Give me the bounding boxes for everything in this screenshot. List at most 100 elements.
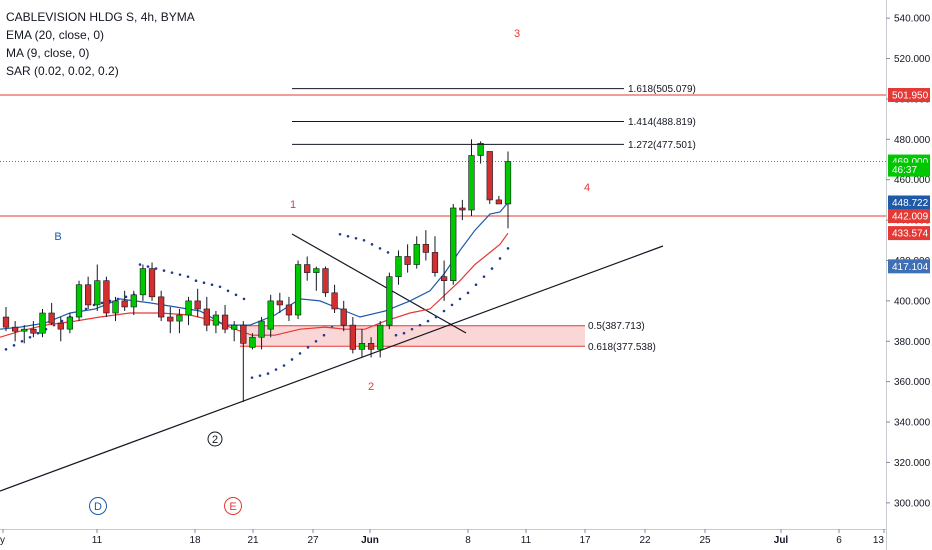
- candle-body: [495, 199, 503, 205]
- sar-dot: [12, 344, 16, 347]
- sar-dot: [402, 331, 406, 335]
- candle: [121, 290, 128, 311]
- candle: [349, 317, 356, 354]
- sar-dot: [266, 372, 270, 375]
- candle: [358, 329, 366, 358]
- x-tick-label: 11: [92, 535, 103, 546]
- candle: [477, 141, 484, 164]
- time-axis: y 11 18 21 27 Jun 8 11 17 22 25 Jul 6 13: [0, 529, 886, 546]
- candle: [57, 317, 64, 342]
- candle: [139, 264, 147, 301]
- price-tag-label: 448.722: [892, 198, 929, 209]
- legend-ma[interactable]: MA (9, close, 0): [6, 46, 90, 60]
- sar-dot: [28, 335, 32, 339]
- legend-sar[interactable]: SAR (0.02, 0.02, 0.2): [6, 64, 119, 78]
- candle-body: [48, 312, 55, 324]
- fib-0-618-label: 0.618(377.538): [588, 342, 656, 353]
- sar-dot: [362, 239, 366, 242]
- legend-ema[interactable]: EMA (20, close, 0): [6, 28, 105, 42]
- candle-body: [404, 256, 411, 265]
- sar-dot: [20, 339, 24, 343]
- candle-body: [75, 284, 83, 318]
- candle: [176, 308, 183, 334]
- y-tick-label: 380.000: [894, 337, 931, 348]
- sar-dot: [282, 364, 286, 367]
- price-axis: 300.000 320.000 340.000 360.000 380.000 400.0…: [886, 0, 931, 550]
- candle: [413, 236, 420, 269]
- candle: [504, 151, 512, 229]
- candle: [2, 306, 10, 332]
- candle: [21, 325, 28, 344]
- candle-body: [94, 280, 101, 306]
- candle-body: [112, 300, 119, 314]
- event-d-icon[interactable]: [89, 497, 107, 515]
- candle: [11, 321, 19, 342]
- candle: [194, 288, 201, 318]
- price-tag-bg: [888, 226, 930, 241]
- candle: [486, 151, 493, 204]
- candle: [240, 321, 247, 402]
- sar-dot: [386, 251, 390, 254]
- price-tag[interactable]: 433.574: [888, 226, 930, 241]
- price-tag[interactable]: 46:37: [888, 162, 930, 177]
- sar-dot: [36, 331, 40, 335]
- candle-body: [422, 244, 429, 253]
- fib-level-label: 1.618(505.079): [628, 84, 696, 95]
- candle-body: [176, 314, 183, 322]
- price-tag[interactable]: 448.722: [888, 195, 930, 210]
- sar-dot: [274, 368, 278, 371]
- fib-0-5-label: 0.5(387.713): [588, 321, 645, 332]
- candle: [39, 308, 46, 338]
- fib-level-label: 1.414(488.819): [628, 117, 696, 128]
- sar-dot: [410, 327, 414, 331]
- trend-lines: [0, 233, 664, 492]
- candle-body: [431, 252, 439, 273]
- sar-dot: [146, 265, 150, 268]
- price-tag-label: 433.574: [892, 229, 929, 240]
- candle-body: [367, 343, 375, 350]
- candle-body: [194, 300, 201, 310]
- candle: [75, 280, 83, 322]
- price-tag[interactable]: 417.104: [888, 259, 930, 274]
- candle-body: [121, 300, 128, 308]
- sar-dot: [450, 303, 454, 307]
- candle: [258, 317, 265, 350]
- sar-dot: [234, 293, 238, 297]
- sar-dot: [426, 319, 430, 323]
- price-tag[interactable]: 501.950: [888, 87, 930, 102]
- candle: [158, 290, 165, 322]
- candle: [85, 276, 92, 309]
- event-e-label: E: [229, 501, 236, 513]
- horizontal-lines: [0, 94, 886, 217]
- sar-dot: [170, 271, 174, 274]
- circled-2-icon: [207, 431, 223, 447]
- sar-dot: [418, 323, 422, 327]
- sar-dot: [506, 247, 510, 250]
- candle-body: [2, 316, 10, 328]
- candle: [212, 310, 220, 334]
- sar-dot: [258, 374, 262, 377]
- candle: [386, 272, 393, 330]
- x-tick-label: 27: [307, 535, 319, 546]
- candle: [313, 266, 320, 291]
- candle-body: [267, 300, 274, 330]
- fib-zone-fill: [240, 325, 585, 347]
- candle-body: [358, 343, 366, 350]
- sar-dot: [4, 348, 8, 351]
- candle-body: [212, 314, 220, 326]
- candle-body: [158, 296, 165, 318]
- sar-dot: [490, 267, 494, 270]
- price-tag[interactable]: 442.009: [888, 209, 930, 224]
- event-e-icon[interactable]: [224, 497, 242, 515]
- candle-body: [66, 316, 74, 330]
- y-tick-label: 400.000: [894, 296, 931, 307]
- x-tick-label: 6: [836, 535, 842, 546]
- price-tag-label: 501.950: [892, 90, 929, 101]
- sar-dot: [322, 333, 326, 337]
- candle: [276, 292, 283, 314]
- legend-symbol[interactable]: CABLEVISION HLDG S, 4h, BYMA: [6, 10, 195, 24]
- candle: [450, 203, 457, 285]
- candle: [221, 304, 229, 334]
- y-tick-label: 340.000: [894, 418, 931, 429]
